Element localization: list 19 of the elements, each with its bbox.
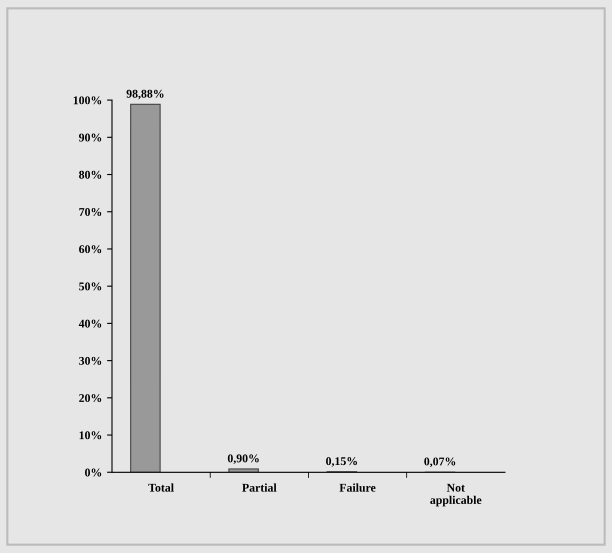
data-label: 0,90% [228, 454, 259, 464]
y-tick-label: 100% [74, 96, 102, 104]
data-label: 0,07% [424, 457, 456, 468]
y-tick-label: 40% [78, 320, 102, 328]
y-tick-label: 70% [79, 208, 102, 216]
data-label: 98,88% [126, 90, 164, 100]
x-tick-label: Not applicable [430, 484, 482, 506]
y-tick-label: 60% [79, 245, 102, 254]
y-tick-label: 0% [85, 468, 102, 477]
x-tick-label: Partial [242, 483, 277, 492]
y-tick-label: 30% [79, 356, 102, 365]
data-label: 0,15% [326, 457, 357, 467]
y-tick-label: 80% [79, 170, 102, 179]
y-tick-label: 90% [78, 134, 102, 142]
y-tick-label: 50% [79, 282, 102, 290]
y-tick-label: 10% [80, 431, 102, 440]
x-tick-label: Failure [340, 483, 376, 492]
x-tick-label: Total [148, 483, 174, 492]
y-tick-label: 20% [79, 394, 102, 402]
